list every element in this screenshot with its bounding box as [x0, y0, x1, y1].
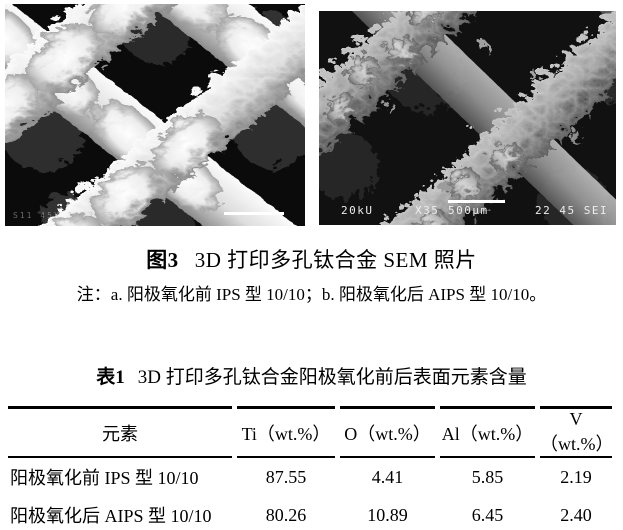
col-header-element: 元素: [8, 406, 232, 458]
table-row: 阳极氧化后 AIPS 型 10/10 80.26 10.89 6.45 2.40: [8, 496, 612, 530]
row-label: 阳极氧化后 AIPS 型 10/10: [8, 496, 232, 530]
table-row: 阳极氧化前 IPS 型 10/10 87.55 4.41 5.85 2.19: [8, 458, 612, 496]
sem-b-stamp-text: 22 45 SEI: [535, 204, 608, 217]
cell-al: 6.45: [440, 496, 535, 530]
figure-caption-text: 3D 打印多孔钛合金 SEM 照片: [194, 248, 477, 272]
scale-bar: [224, 212, 284, 215]
sem-image-a: S11 45X 1503 S55C: [5, 4, 305, 226]
table-title-label: 表1: [96, 367, 125, 388]
sem-b-voltage-text: 20kU: [341, 204, 374, 217]
sem-image-b: 20kU X35 500μm 22 45 SEI: [319, 11, 616, 225]
table-title-text: 3D 打印多孔钛合金阳极氧化前后表面元素含量: [137, 367, 527, 388]
figure-note: 注：a. 阳极氧化前 IPS 型 10/10；b. 阳极氧化后 AIPS 型 1…: [76, 285, 547, 304]
cell-ti: 80.26: [237, 496, 335, 530]
cell-v: 2.40: [540, 496, 612, 530]
scale-bar: [448, 200, 505, 203]
sem-b-scale-label: 500μm: [448, 204, 489, 217]
cell-ti: 87.55: [265, 466, 307, 487]
row-label: 阳极氧化前 IPS 型 10/10: [10, 468, 199, 488]
col-header-ti: Ti（wt.%）: [237, 406, 335, 458]
cell-al: 5.85: [471, 466, 504, 487]
table-header-row: 元素 Ti（wt.%） O（wt.%） Al（wt.%） V（wt.%）: [8, 406, 614, 458]
element-content-table: 元素 Ti（wt.%） O（wt.%） Al（wt.%） V（wt.%） 阳极氧…: [3, 406, 617, 530]
table-title: 表1 3D 打印多孔钛合金阳极氧化前后表面元素含量: [0, 362, 623, 389]
col-header-v: V（wt.%）: [540, 406, 614, 458]
sem-b-magnification-text: X35: [415, 204, 439, 217]
figure-caption-label: 图3: [146, 248, 179, 272]
col-header-al: Al（wt.%）: [440, 406, 535, 458]
sem-b-graphic: 20kU X35 500μm 22 45 SEI: [319, 11, 616, 225]
sem-a-graphic: S11 45X 1503 S55C: [5, 4, 305, 226]
cell-o: 10.89: [340, 496, 435, 530]
figure-caption: 图3 3D 打印多孔钛合金 SEM 照片: [0, 244, 623, 274]
col-header-o: O（wt.%）: [340, 406, 435, 458]
cell-v: 2.19: [560, 466, 592, 487]
cell-o: 4.41: [371, 466, 404, 487]
sem-a-stamp-text: S11 45X 1503 S55C: [13, 211, 129, 220]
